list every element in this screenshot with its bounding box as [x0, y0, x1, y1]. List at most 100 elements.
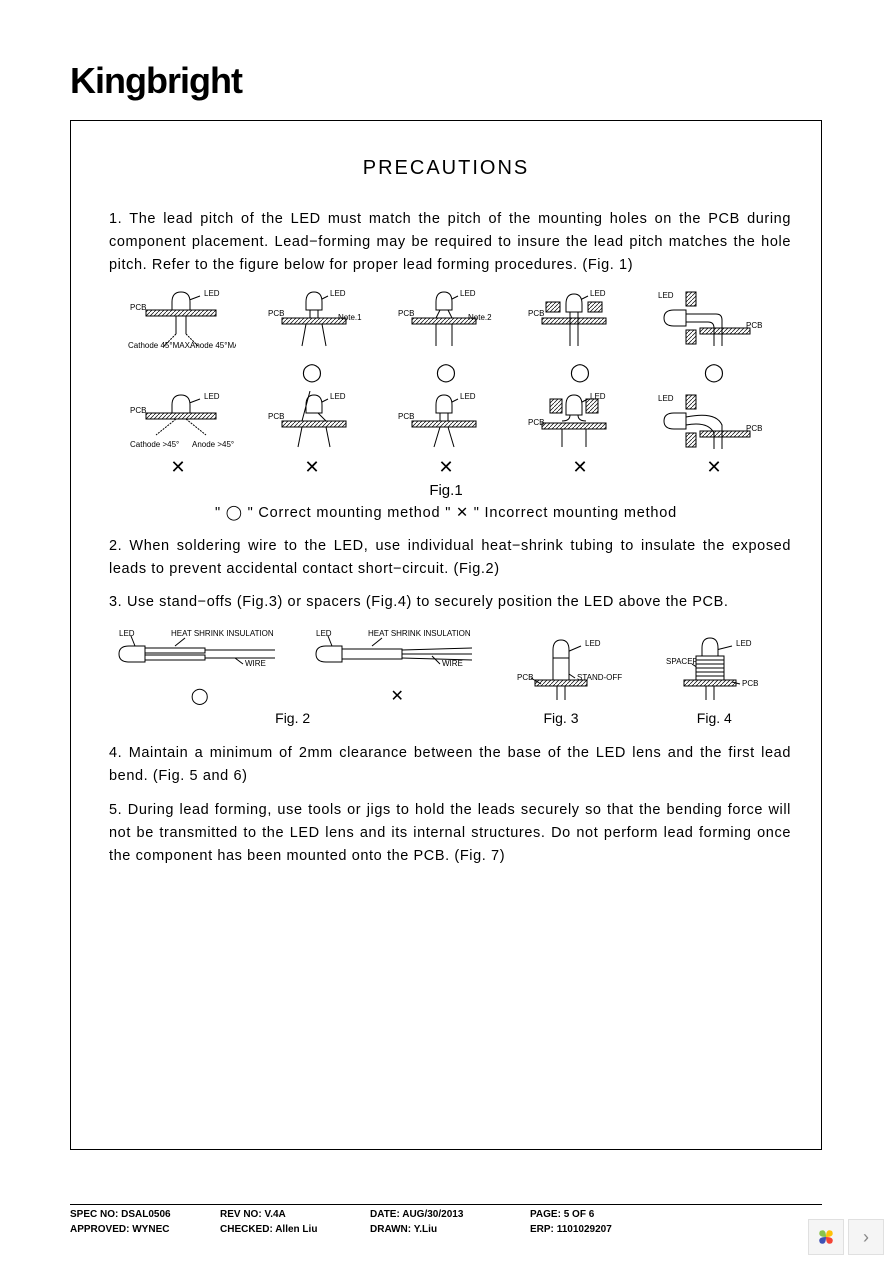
- svg-text:HEAT SHRINK INSULATION: HEAT SHRINK INSULATION: [171, 629, 274, 638]
- svg-text:LED: LED: [658, 291, 674, 300]
- svg-text:LED: LED: [204, 392, 220, 401]
- svg-text:PCB: PCB: [398, 309, 414, 318]
- fig1-cell-3: PCB LED Note.2: [396, 288, 496, 358]
- svg-text:PCB: PCB: [398, 412, 414, 421]
- fig1-marks-correct: ◯ ◯ ◯ ◯: [101, 362, 791, 383]
- svg-text:LED: LED: [330, 289, 346, 298]
- item-text: When soldering wire to the LED, use indi…: [109, 538, 791, 577]
- svg-text:WIRE: WIRE: [442, 659, 463, 668]
- svg-text:PCB: PCB: [517, 673, 533, 682]
- item-text: Maintain a minimum of 2mm clearance betw…: [109, 745, 791, 784]
- mark-ng: ✕: [391, 457, 501, 478]
- fig1-cell-1: PCB LED Cathode 45°MAX. Anode 45°MAX.: [126, 288, 236, 358]
- fig1-cell-4: PCB LED: [526, 288, 626, 358]
- drawn: DRAWN: Y.Liu: [370, 1224, 520, 1235]
- fig234-captions: Fig. 2 Fig. 3 Fig. 4: [101, 710, 791, 726]
- precaution-item-5: 5. During lead forming, use tools or jig…: [101, 799, 791, 869]
- mark-ng: ✕: [123, 457, 233, 478]
- item-text: Use stand−offs (Fig.3) or spacers (Fig.4…: [127, 594, 729, 610]
- item-text: During lead forming, use tools or jigs t…: [109, 802, 791, 864]
- pcb-label: PCB: [130, 303, 146, 312]
- mark-ng: ✕: [659, 457, 769, 478]
- mark-ok: ◯: [391, 362, 501, 383]
- mark-ok: ◯: [257, 362, 367, 383]
- fig2-diagram-ok: LED HEAT SHRINK INSULATION WIRE: [115, 628, 285, 684]
- fig3-diagram: LED PCB STAND-OFF: [515, 636, 625, 706]
- fig1-diagram-7: PCB LED: [266, 391, 366, 453]
- svg-text:PCB: PCB: [268, 309, 284, 318]
- fig2-diagram-ng: LED HEAT SHRINK INSULATION WIRE: [312, 628, 482, 684]
- content-frame: PRECAUTIONS 1. The lead pitch of the LED…: [70, 120, 822, 1150]
- fig1-cell-8: PCB LED: [396, 391, 496, 453]
- svg-text:LED: LED: [460, 392, 476, 401]
- page-footer: SPEC NO: DSAL0506 REV NO: V.4A DATE: AUG…: [70, 1204, 822, 1239]
- svg-text:LED: LED: [736, 639, 752, 648]
- fig2-correct-cell: LED HEAT SHRINK INSULATION WIRE ◯: [120, 628, 280, 706]
- fig4-caption: Fig. 4: [659, 710, 769, 726]
- fig4-diagram: LED PCB SPACER: [662, 636, 772, 706]
- nav-next-button[interactable]: ›: [848, 1219, 884, 1255]
- svg-text:LED: LED: [119, 629, 135, 638]
- footer-row-1: SPEC NO: DSAL0506 REV NO: V.4A DATE: AUG…: [70, 1209, 822, 1220]
- date: DATE: AUG/30/2013: [370, 1209, 520, 1220]
- nav-logo-button[interactable]: [808, 1219, 844, 1255]
- precaution-item-1: 1. The lead pitch of the LED must match …: [101, 208, 791, 278]
- svg-text:LED: LED: [585, 639, 601, 648]
- svg-text:HEAT SHRINK INSULATION: HEAT SHRINK INSULATION: [368, 629, 471, 638]
- fig2-incorrect-cell: LED HEAT SHRINK INSULATION WIRE ✕: [317, 628, 477, 706]
- svg-text:LED: LED: [316, 629, 332, 638]
- mark-ok: ◯: [525, 362, 635, 383]
- anode-label: Anode 45°MAX.: [190, 341, 236, 350]
- cathode-label: Cathode 45°MAX.: [128, 341, 192, 350]
- fig3-cell: LED PCB STAND-OFF: [515, 636, 625, 706]
- svg-text:LED: LED: [330, 392, 346, 401]
- footer-row-2: APPROVED: WYNEC CHECKED: Allen Liu DRAWN…: [70, 1224, 822, 1235]
- fig1-row-correct: PCB LED Cathode 45°MAX. Anode 45°MAX.: [101, 288, 791, 358]
- fig1-row-incorrect: PCB LED Cathode >45° Anode >45° PCB LED: [101, 391, 791, 453]
- page-title: PRECAUTIONS: [101, 157, 791, 180]
- mark-ng: ✕: [525, 457, 635, 478]
- fig1-cell-9: PCB LED: [526, 391, 626, 453]
- fig1-diagram-1: PCB LED Cathode 45°MAX. Anode 45°MAX.: [126, 288, 236, 358]
- item-number: 2.: [109, 538, 122, 554]
- datasheet-page: Kingbright PRECAUTIONS 1. The lead pitch…: [0, 0, 892, 1170]
- svg-text:Cathode >45°: Cathode >45°: [130, 440, 179, 449]
- rev-no: REV NO: V.4A: [220, 1209, 360, 1220]
- svg-text:LED: LED: [590, 289, 606, 298]
- item-number: 3.: [109, 594, 122, 610]
- svg-text:WIRE: WIRE: [245, 659, 266, 668]
- fig1-diagram-8: PCB LED: [396, 391, 496, 453]
- fig1-cell-7: PCB LED: [266, 391, 366, 453]
- led-label: LED: [204, 289, 220, 298]
- fig1-diagram-2: PCB LED Note.1: [266, 288, 366, 358]
- precaution-item-2: 2. When soldering wire to the LED, use i…: [101, 535, 791, 581]
- fig1-caption: Fig.1: [101, 482, 791, 499]
- fig1-diagram-5: LED PCB: [656, 288, 766, 358]
- mark-ok: ◯: [191, 686, 209, 706]
- fig1-marks-incorrect: ✕ ✕ ✕ ✕ ✕: [101, 457, 791, 478]
- erp: ERP: 1101029207: [530, 1224, 670, 1235]
- checked: CHECKED: Allen Liu: [220, 1224, 360, 1235]
- nav-widget: ›: [808, 1219, 884, 1255]
- mark-ng: ✕: [257, 457, 367, 478]
- fig1-cell-6: PCB LED Cathode >45° Anode >45°: [126, 391, 236, 453]
- spec-no: SPEC NO: DSAL0506: [70, 1209, 210, 1220]
- svg-text:PCB: PCB: [742, 679, 758, 688]
- chevron-right-icon: ›: [863, 1227, 869, 1248]
- fig2-caption: Fig. 2: [123, 710, 463, 726]
- item-number: 4.: [109, 745, 122, 761]
- precaution-item-4: 4. Maintain a minimum of 2mm clearance b…: [101, 742, 791, 788]
- page-num: PAGE: 5 OF 6: [530, 1209, 670, 1220]
- svg-text:Anode >45°: Anode >45°: [192, 440, 234, 449]
- item-number: 1.: [109, 211, 122, 227]
- mark-blank: [123, 362, 233, 383]
- approved: APPROVED: WYNEC: [70, 1224, 210, 1235]
- fig1-cell-10: LED PCB: [656, 391, 766, 453]
- svg-text:PCB: PCB: [268, 412, 284, 421]
- fig1-cell-5: LED PCB: [656, 288, 766, 358]
- svg-text:PCB: PCB: [528, 309, 544, 318]
- fig3-caption: Fig. 3: [506, 710, 616, 726]
- fig1-diagram-3: PCB LED Note.2: [396, 288, 496, 358]
- fig4-cell: LED PCB SPACER: [662, 636, 772, 706]
- precaution-item-3: 3. Use stand−offs (Fig.3) or spacers (Fi…: [101, 591, 791, 614]
